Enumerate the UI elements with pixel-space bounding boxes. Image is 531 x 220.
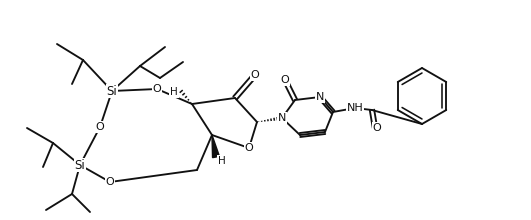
Text: O: O [152, 84, 161, 94]
Text: Si: Si [75, 158, 85, 172]
Text: N: N [278, 113, 286, 123]
Polygon shape [212, 135, 219, 158]
Text: N: N [316, 92, 324, 102]
Text: O: O [96, 122, 105, 132]
Text: O: O [280, 75, 289, 85]
Text: O: O [251, 70, 259, 80]
Text: NH: NH [347, 103, 363, 113]
Text: H: H [218, 156, 226, 166]
Text: O: O [373, 123, 381, 133]
Text: O: O [106, 177, 114, 187]
Text: O: O [245, 143, 253, 153]
Text: Si: Si [107, 84, 117, 97]
Text: H: H [170, 87, 178, 97]
